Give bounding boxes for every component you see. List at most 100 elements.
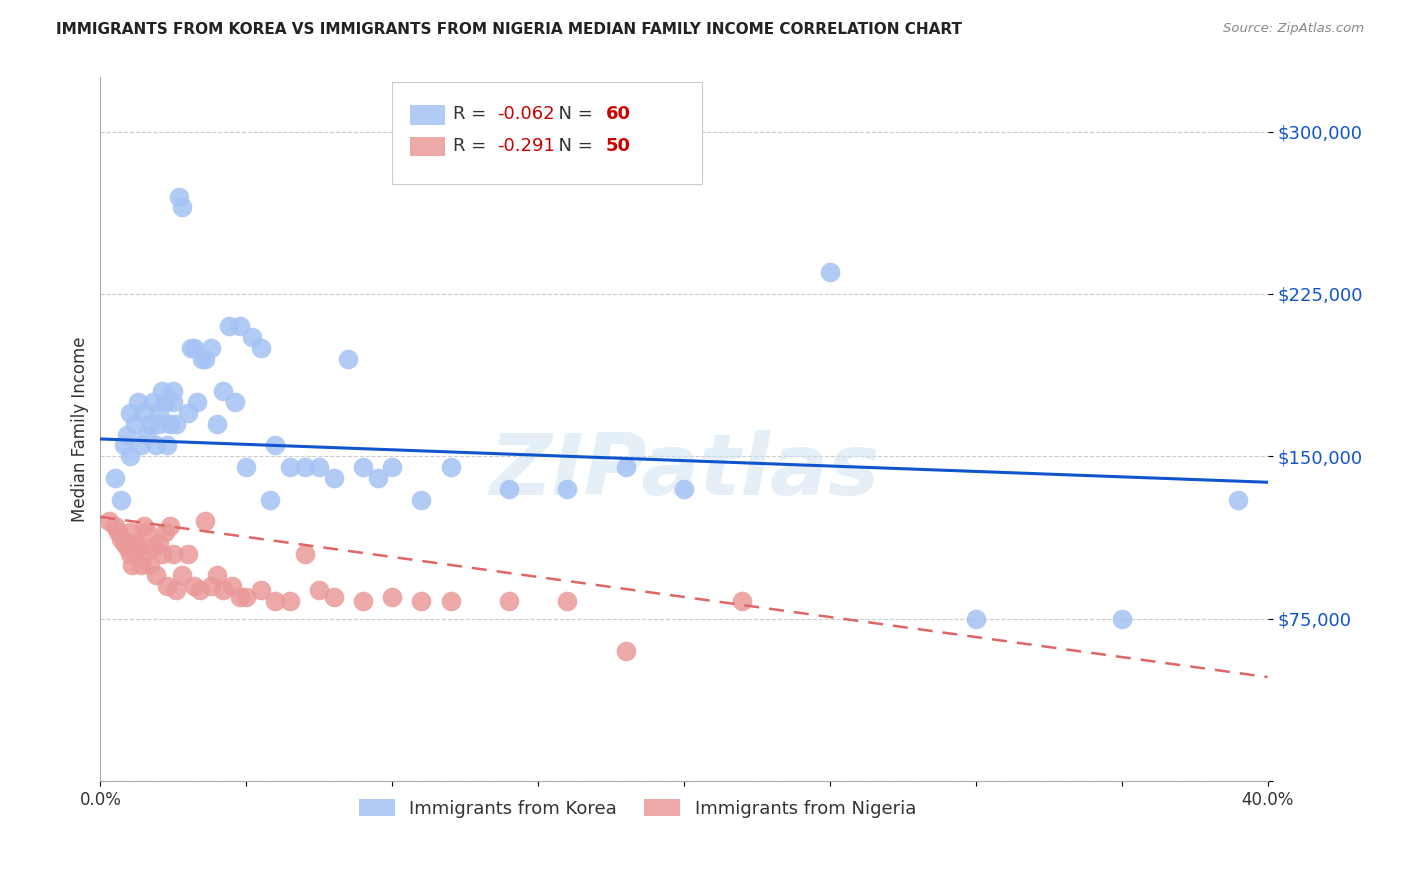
Point [352, 460, 374, 475]
Point [148, 406, 170, 420]
Point [205, 417, 228, 431]
Point [159, 417, 181, 431]
Point [129, 438, 152, 452]
Point [229, 319, 252, 334]
Point [165, 583, 187, 598]
Point [229, 590, 252, 604]
Text: R =: R = [453, 105, 492, 123]
Point [121, 558, 143, 572]
Text: -0.291: -0.291 [498, 136, 555, 154]
Point [153, 395, 176, 409]
Text: IMMIGRANTS FROM KOREA VS IMMIGRANTS FROM NIGERIA MEDIAN FAMILY INCOME CORRELATIO: IMMIGRANTS FROM KOREA VS IMMIGRANTS FROM… [56, 22, 962, 37]
Point [127, 395, 149, 409]
Point [156, 579, 179, 593]
Text: -0.062: -0.062 [498, 105, 555, 123]
Point [177, 406, 200, 420]
Point [124, 417, 146, 431]
Point [162, 384, 184, 399]
Point [194, 514, 217, 528]
Point [107, 524, 129, 539]
Text: R =: R = [453, 136, 492, 154]
Point [124, 536, 146, 550]
Text: 50: 50 [606, 136, 631, 154]
Point [104, 471, 127, 485]
Point [170, 568, 193, 582]
Point [235, 590, 257, 604]
Point [134, 518, 156, 533]
Point [148, 417, 170, 431]
Point [250, 583, 273, 598]
Text: 60: 60 [606, 105, 631, 123]
FancyBboxPatch shape [409, 136, 444, 156]
Y-axis label: Median Family Income: Median Family Income [72, 336, 89, 522]
Point [110, 492, 132, 507]
Point [139, 417, 162, 431]
Point [1111, 612, 1133, 626]
Point [240, 330, 263, 344]
Point [498, 482, 520, 496]
Point [136, 524, 159, 539]
Point [136, 427, 159, 442]
Point [200, 579, 222, 593]
Point [118, 524, 141, 539]
Point [118, 406, 141, 420]
FancyBboxPatch shape [409, 105, 444, 125]
Point [205, 568, 228, 582]
Point [118, 450, 141, 464]
Point [224, 395, 246, 409]
Point [294, 547, 316, 561]
Point [110, 532, 132, 546]
Point [439, 594, 461, 608]
Point [555, 482, 578, 496]
Point [153, 524, 176, 539]
Point [367, 471, 389, 485]
Point [294, 460, 316, 475]
Point [118, 547, 141, 561]
Text: ZIPatlas: ZIPatlas [489, 430, 879, 513]
Point [250, 341, 273, 355]
Point [614, 460, 637, 475]
Point [212, 583, 235, 598]
Point [98, 514, 121, 528]
Point [264, 594, 287, 608]
Point [731, 594, 754, 608]
Point [129, 558, 152, 572]
Legend: Immigrants from Korea, Immigrants from Nigeria: Immigrants from Korea, Immigrants from N… [352, 791, 924, 825]
Point [381, 590, 404, 604]
Point [148, 536, 170, 550]
Point [672, 482, 695, 496]
Point [145, 568, 167, 582]
Point [200, 341, 222, 355]
Point [1227, 492, 1250, 507]
Point [322, 590, 344, 604]
Point [555, 594, 578, 608]
Point [115, 427, 138, 442]
Point [439, 460, 461, 475]
Point [235, 460, 257, 475]
Point [308, 583, 330, 598]
Point [170, 200, 193, 214]
Point [322, 471, 344, 485]
Point [183, 579, 205, 593]
Point [308, 460, 330, 475]
Point [162, 547, 184, 561]
Point [818, 265, 841, 279]
Point [212, 384, 235, 399]
Point [352, 594, 374, 608]
Point [159, 518, 181, 533]
Point [127, 540, 149, 554]
Point [614, 644, 637, 658]
Point [134, 406, 156, 420]
Point [194, 351, 217, 366]
Point [188, 583, 211, 598]
Text: N =: N = [547, 105, 599, 123]
Point [498, 594, 520, 608]
Point [167, 189, 190, 203]
Point [165, 417, 187, 431]
Point [115, 540, 138, 554]
Point [112, 536, 135, 550]
Point [142, 395, 165, 409]
Point [264, 438, 287, 452]
FancyBboxPatch shape [392, 82, 702, 185]
Point [186, 395, 208, 409]
